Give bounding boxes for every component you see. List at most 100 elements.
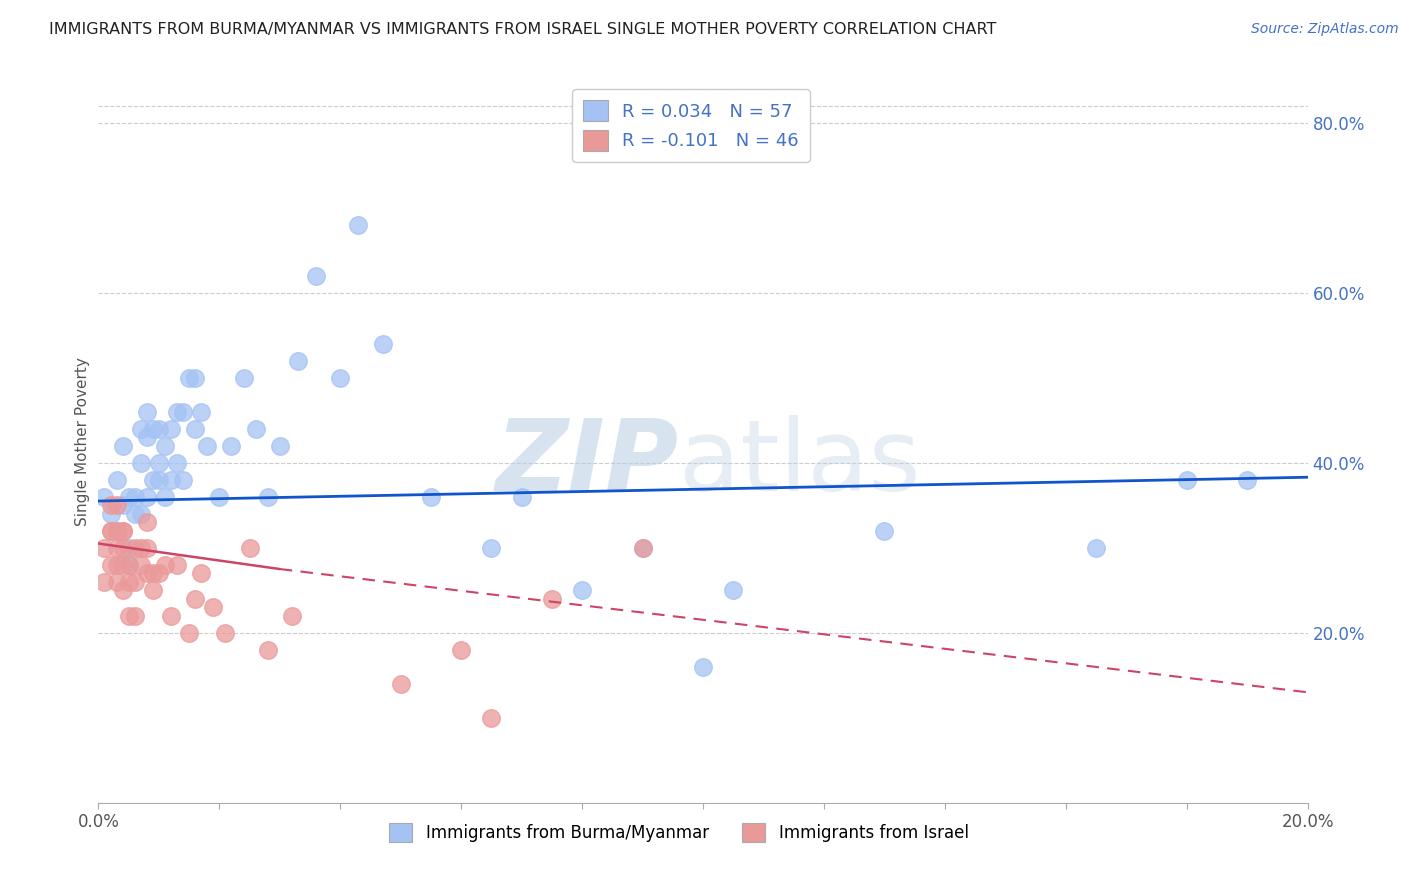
Point: [184, 371, 207, 385]
Point: [190, 566, 212, 581]
Point: [111, 524, 134, 538]
Point: [105, 558, 128, 572]
Point: [389, 677, 412, 691]
Point: [305, 268, 328, 283]
Point: [142, 422, 165, 436]
Point: [153, 439, 176, 453]
Point: [93, 541, 115, 555]
Point: [118, 558, 141, 572]
Point: [190, 405, 212, 419]
Point: [166, 456, 188, 470]
Point: [214, 625, 236, 640]
Point: [124, 608, 146, 623]
Text: ZIP: ZIP: [496, 415, 679, 512]
Point: [124, 507, 146, 521]
Point: [481, 711, 503, 725]
Point: [1236, 473, 1258, 487]
Point: [148, 473, 170, 487]
Point: [93, 574, 115, 589]
Point: [118, 574, 141, 589]
Point: [129, 422, 152, 436]
Point: [153, 490, 176, 504]
Point: [118, 541, 141, 555]
Point: [129, 541, 152, 555]
Point: [105, 498, 128, 512]
Point: [111, 498, 134, 512]
Point: [202, 600, 225, 615]
Point: [281, 608, 304, 623]
Point: [631, 541, 654, 555]
Point: [135, 566, 157, 581]
Point: [160, 608, 183, 623]
Point: [184, 591, 207, 606]
Point: [118, 558, 141, 572]
Point: [347, 218, 370, 232]
Point: [124, 574, 146, 589]
Point: [287, 353, 309, 368]
Point: [105, 524, 128, 538]
Point: [135, 490, 157, 504]
Y-axis label: Single Mother Poverty: Single Mother Poverty: [75, 357, 90, 526]
Point: [135, 430, 157, 444]
Point: [172, 405, 194, 419]
Point: [142, 473, 165, 487]
Point: [873, 524, 896, 538]
Legend: Immigrants from Burma/Myanmar, Immigrants from Israel: Immigrants from Burma/Myanmar, Immigrant…: [382, 816, 976, 848]
Point: [111, 558, 134, 572]
Point: [371, 336, 394, 351]
Point: [256, 642, 278, 657]
Point: [540, 591, 562, 606]
Point: [239, 541, 262, 555]
Point: [124, 541, 146, 555]
Point: [510, 490, 533, 504]
Point: [221, 439, 243, 453]
Point: [135, 541, 157, 555]
Point: [148, 566, 170, 581]
Point: [111, 439, 134, 453]
Point: [118, 490, 141, 504]
Point: [100, 507, 122, 521]
Text: atlas: atlas: [679, 415, 921, 512]
Point: [420, 490, 443, 504]
Point: [692, 660, 714, 674]
Point: [1085, 541, 1108, 555]
Point: [195, 439, 218, 453]
Point: [105, 524, 128, 538]
Point: [129, 558, 152, 572]
Point: [208, 490, 231, 504]
Point: [111, 524, 134, 538]
Point: [93, 490, 115, 504]
Point: [135, 516, 157, 530]
Point: [160, 473, 183, 487]
Point: [105, 473, 128, 487]
Point: [631, 541, 654, 555]
Point: [148, 456, 170, 470]
Text: Source: ZipAtlas.com: Source: ZipAtlas.com: [1251, 22, 1399, 37]
Point: [232, 371, 254, 385]
Point: [105, 541, 128, 555]
Point: [166, 558, 188, 572]
Point: [571, 583, 593, 598]
Point: [723, 583, 745, 598]
Point: [481, 541, 503, 555]
Point: [1175, 473, 1198, 487]
Point: [160, 422, 183, 436]
Point: [179, 625, 201, 640]
Point: [256, 490, 278, 504]
Text: IMMIGRANTS FROM BURMA/MYANMAR VS IMMIGRANTS FROM ISRAEL SINGLE MOTHER POVERTY CO: IMMIGRANTS FROM BURMA/MYANMAR VS IMMIGRA…: [49, 22, 997, 37]
Point: [111, 583, 134, 598]
Point: [100, 498, 122, 512]
Point: [179, 371, 201, 385]
Point: [172, 473, 194, 487]
Point: [142, 583, 165, 598]
Point: [124, 490, 146, 504]
Point: [142, 566, 165, 581]
Point: [129, 456, 152, 470]
Point: [329, 371, 352, 385]
Point: [269, 439, 291, 453]
Point: [100, 524, 122, 538]
Point: [450, 642, 472, 657]
Point: [153, 558, 176, 572]
Point: [100, 558, 122, 572]
Point: [135, 405, 157, 419]
